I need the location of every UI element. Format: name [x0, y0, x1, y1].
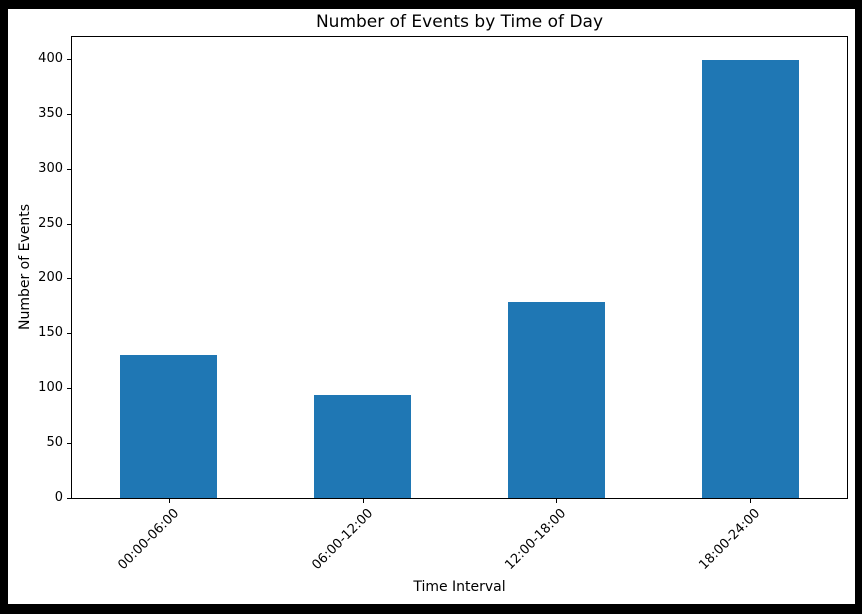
y-tick-label: 400 — [38, 51, 63, 66]
bar-00:00-06:00 — [120, 355, 217, 498]
y-tick-label: 50 — [46, 435, 63, 450]
x-tick-mark — [750, 499, 751, 503]
y-tick-label: 200 — [38, 270, 63, 285]
x-tick-mark — [169, 499, 170, 503]
x-tick-mark — [556, 499, 557, 503]
x-tick-label: 00:00-06:00 — [115, 506, 183, 573]
chart-figure: Number of Events by Time of Day Number o… — [8, 9, 855, 604]
y-tick-mark — [67, 388, 71, 389]
bar-12:00-18:00 — [508, 302, 605, 498]
y-tick-mark — [67, 333, 71, 334]
bar-06:00-12:00 — [314, 395, 411, 498]
chart-title: Number of Events by Time of Day — [315, 12, 604, 32]
x-tick-label: 18:00-24:00 — [696, 506, 764, 573]
y-tick-label: 100 — [38, 380, 63, 395]
y-tick-label: 250 — [38, 216, 63, 231]
y-tick-label: 300 — [38, 161, 63, 176]
y-tick-mark — [67, 169, 71, 170]
y-tick-label: 0 — [54, 490, 63, 505]
y-tick-mark — [67, 224, 71, 225]
y-tick-mark — [67, 498, 71, 499]
x-axis-label: Time Interval — [413, 579, 506, 595]
x-tick-label: 06:00-12:00 — [309, 506, 377, 573]
y-tick-mark — [67, 114, 71, 115]
y-tick-mark — [67, 59, 71, 60]
y-axis-label: Number of Events — [17, 203, 33, 331]
y-tick-label: 350 — [38, 106, 63, 121]
y-tick-mark — [67, 443, 71, 444]
y-tick-label: 150 — [38, 325, 63, 340]
x-tick-mark — [363, 499, 364, 503]
y-tick-mark — [67, 278, 71, 279]
plot-area: 0 50 100 150 200 250 300 350 400 00:00-06:00 06:00… — [38, 36, 848, 573]
x-tick-label: 12:00-18:00 — [502, 506, 570, 573]
bar-18:00-24:00 — [702, 60, 799, 498]
